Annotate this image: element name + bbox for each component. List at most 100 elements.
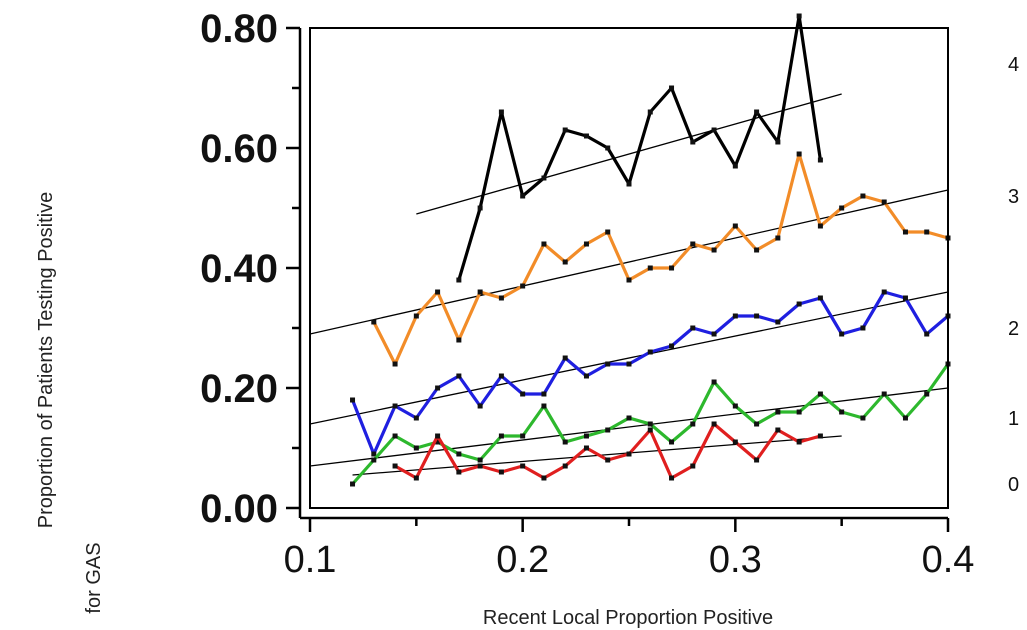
- data-point: [690, 463, 696, 469]
- data-point: [605, 229, 611, 235]
- series-line-0: [457, 14, 822, 281]
- y-axis-label-line1: Proportion of Patients Testing Positive: [35, 192, 57, 528]
- data-point: [839, 205, 845, 211]
- data-point: [647, 265, 653, 271]
- data-point: [392, 361, 398, 367]
- data-point: [626, 451, 632, 457]
- group-label: 2: [1008, 318, 1019, 340]
- data-point: [626, 181, 632, 187]
- y-tick-label: 0.00: [200, 487, 278, 531]
- data-point: [902, 229, 908, 235]
- data-point: [647, 349, 653, 355]
- data-point: [817, 391, 823, 397]
- side-labels: 4 3 2 1 0: [1008, 54, 1019, 496]
- data-point: [647, 427, 653, 433]
- data-point: [881, 391, 887, 397]
- data-point: [669, 265, 675, 271]
- data-point: [392, 403, 398, 409]
- data-point: [413, 445, 419, 451]
- data-point: [520, 193, 526, 199]
- group-label: 3: [1008, 186, 1019, 208]
- data-point: [583, 133, 589, 139]
- data-point: [754, 109, 760, 115]
- data-point: [690, 139, 696, 145]
- data-point: [902, 415, 908, 421]
- data-point: [498, 469, 504, 475]
- data-point: [647, 421, 653, 427]
- data-point: [860, 193, 866, 199]
- data-point: [583, 433, 589, 439]
- trend-line-2: [309, 291, 949, 425]
- data-point: [477, 289, 483, 295]
- data-point: [626, 415, 632, 421]
- data-point: [392, 463, 398, 469]
- data-point: [605, 457, 611, 463]
- y-tick-label: 0.20: [200, 367, 278, 411]
- data-point: [669, 85, 675, 91]
- data-point: [498, 109, 504, 115]
- data-point: [732, 313, 738, 319]
- data-point: [860, 415, 866, 421]
- data-point: [541, 391, 547, 397]
- tick-labels: 0.00 0.20 0.40 0.60 0.80 0.1 0.2 0.3 0.4: [200, 7, 974, 581]
- data-point: [924, 229, 930, 235]
- data-point: [924, 331, 930, 337]
- data-point: [562, 439, 568, 445]
- data-point: [711, 127, 717, 133]
- data-point: [711, 331, 717, 337]
- data-point: [541, 403, 547, 409]
- trend-line-3: [309, 387, 949, 467]
- data-point: [775, 139, 781, 145]
- data-point: [456, 469, 462, 475]
- data-point: [435, 433, 441, 439]
- data-point: [605, 361, 611, 367]
- trend-line-0: [416, 93, 842, 215]
- data-point: [754, 313, 760, 319]
- data-point: [562, 355, 568, 361]
- data-point: [711, 379, 717, 385]
- data-point: [626, 277, 632, 283]
- data-point: [626, 361, 632, 367]
- x-axis-label: Recent Local Proportion Positive: [483, 607, 773, 629]
- data-point: [583, 241, 589, 247]
- data-point: [413, 415, 419, 421]
- data-point: [732, 223, 738, 229]
- data-point: [520, 391, 526, 397]
- data-point: [817, 295, 823, 301]
- data-point: [902, 295, 908, 301]
- data-point: [456, 277, 462, 283]
- data-point: [371, 451, 377, 457]
- series-line-1: [372, 152, 949, 366]
- data-point: [817, 223, 823, 229]
- data-point: [562, 127, 568, 133]
- data-point: [456, 451, 462, 457]
- data-point: [690, 421, 696, 427]
- data-point: [669, 343, 675, 349]
- data-point: [711, 247, 717, 253]
- data-point: [541, 475, 547, 481]
- data-point: [605, 427, 611, 433]
- data-point: [456, 337, 462, 343]
- data-point: [775, 427, 781, 433]
- data-point: [583, 373, 589, 379]
- data-point: [477, 463, 483, 469]
- data-point: [817, 157, 823, 163]
- data-point: [413, 313, 419, 319]
- data-point: [371, 319, 377, 325]
- x-tick-label: 0.4: [922, 539, 975, 581]
- data-point: [881, 199, 887, 205]
- data-point: [350, 481, 356, 487]
- data-point: [498, 373, 504, 379]
- data-point: [754, 421, 760, 427]
- data-point: [775, 409, 781, 415]
- group-label: 1: [1008, 408, 1019, 430]
- data-point: [775, 319, 781, 325]
- data-point: [520, 283, 526, 289]
- data-point: [477, 403, 483, 409]
- data-point: [860, 325, 866, 331]
- data-point: [732, 403, 738, 409]
- data-point: [754, 247, 760, 253]
- data-point: [605, 145, 611, 151]
- data-point: [754, 457, 760, 463]
